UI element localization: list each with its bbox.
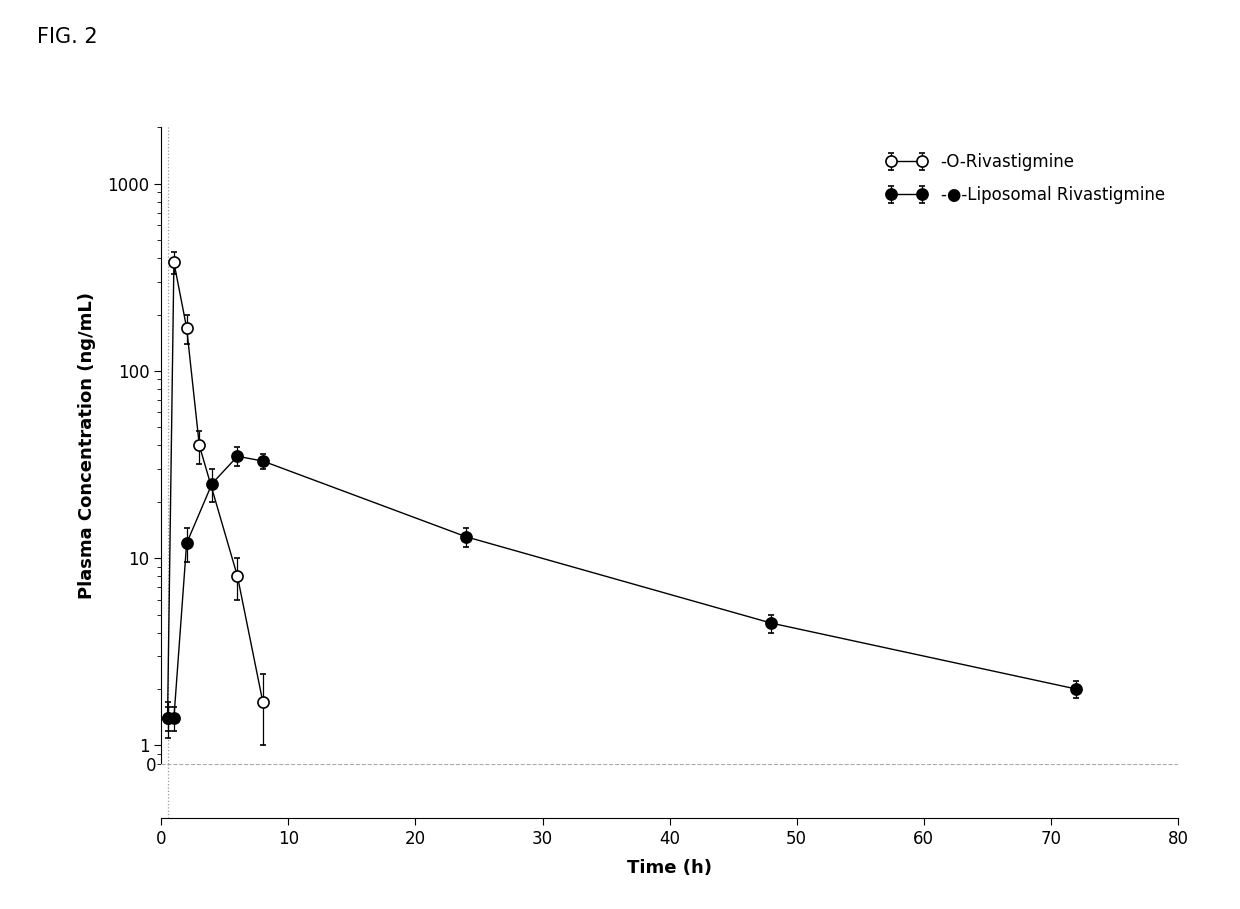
Text: FIG. 2: FIG. 2 (37, 27, 98, 47)
Y-axis label: Plasma Concentration (ng/mL): Plasma Concentration (ng/mL) (78, 292, 97, 599)
Legend: -O-Rivastigmine, -●-Liposomal Rivastigmine: -O-Rivastigmine, -●-Liposomal Rivastigmi… (880, 148, 1169, 209)
X-axis label: Time (h): Time (h) (627, 859, 712, 877)
